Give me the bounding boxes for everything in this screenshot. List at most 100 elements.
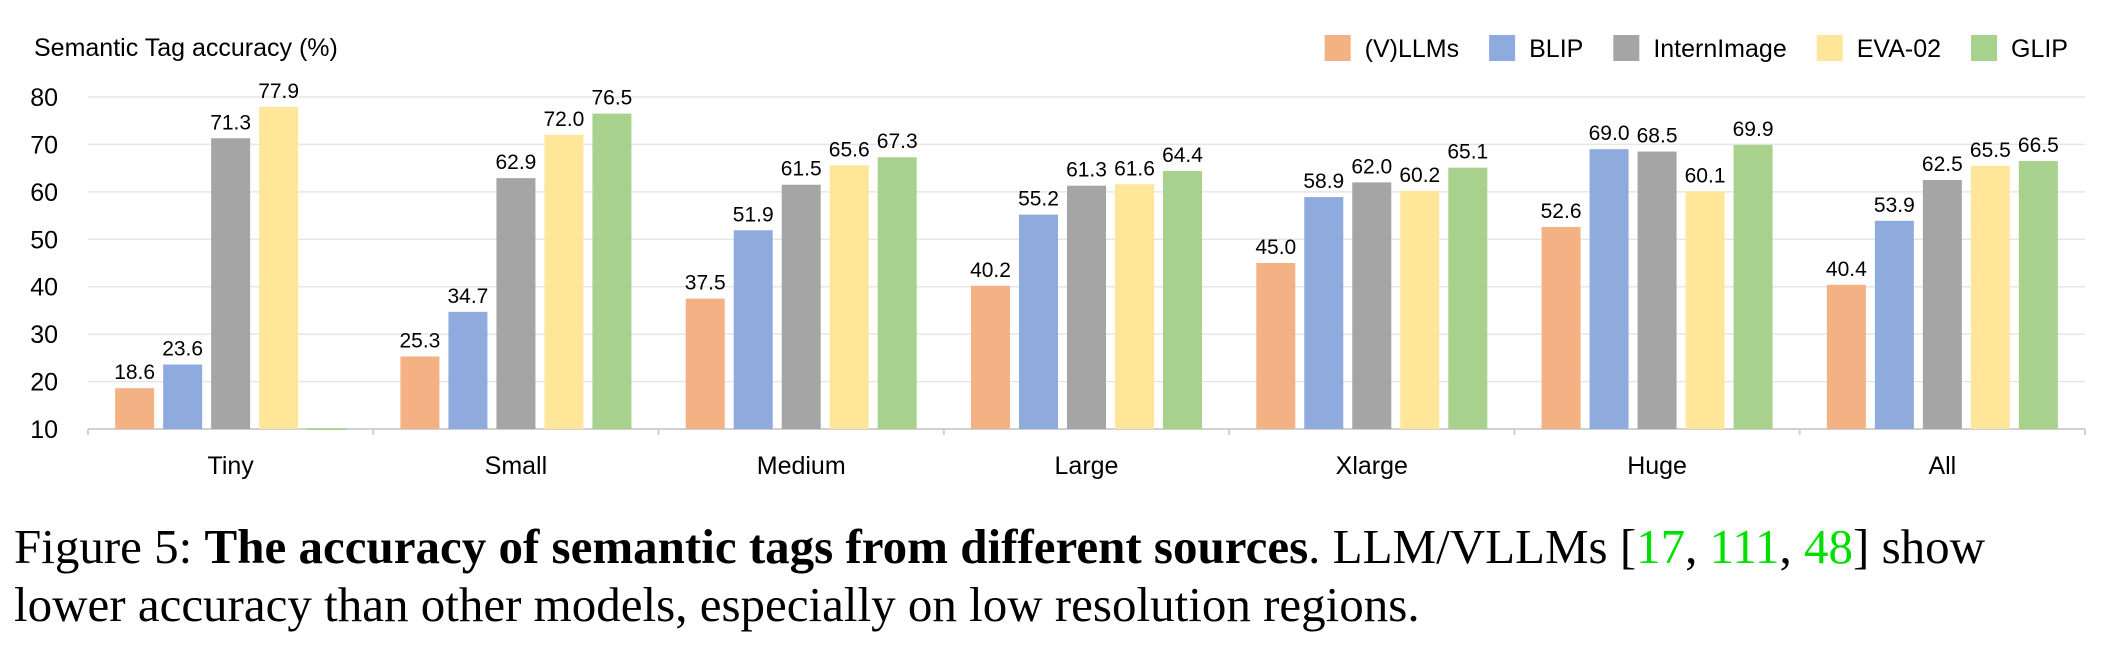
data-label: 55.2	[1018, 188, 1059, 211]
legend-label: InternImage	[1653, 35, 1786, 63]
data-label: 64.4	[1162, 144, 1203, 167]
bar-v-llms	[1256, 263, 1296, 429]
chart-legend: (V)LLMs BLIP InternImage EVA-02 GLIP	[1324, 35, 2068, 63]
data-label: 67.3	[877, 130, 918, 153]
reference-link[interactable]: 48	[1804, 519, 1854, 574]
caption-text-after-refs: ] show lower accuracy than other models,…	[14, 519, 1986, 632]
data-label: 60.1	[1685, 164, 1726, 187]
bar-glip	[877, 157, 917, 429]
bar-internimage	[1067, 185, 1106, 429]
legend-swatch	[1324, 35, 1351, 61]
caption-text-before-refs: . LLM/VLLMs [	[1308, 519, 1637, 574]
y-tick-label: 70	[30, 131, 58, 159]
data-label: 71.3	[210, 111, 251, 134]
data-label: 52.6	[1541, 200, 1582, 223]
data-label: 65.6	[829, 138, 870, 161]
y-tick-label: 60	[30, 179, 58, 207]
data-label: 51.9	[733, 203, 774, 226]
legend-label: GLIP	[2011, 35, 2068, 63]
bar-internimage	[496, 178, 536, 429]
bar-v-llms	[400, 356, 440, 429]
y-tick-label: 10	[30, 416, 58, 444]
semantic-tag-accuracy-chart: Semantic Tag accuracy (%) (V)LLMs BLIP Int…	[30, 34, 2086, 480]
x-tick-label: Huge	[1627, 452, 1687, 480]
legend-label: (V)LLMs	[1365, 35, 1459, 63]
data-label: 53.9	[1874, 194, 1915, 217]
bar-internimage	[1637, 151, 1677, 430]
reference-link[interactable]: 17	[1636, 519, 1686, 574]
y-tick-label: 20	[30, 369, 58, 397]
data-label: 69.9	[1733, 118, 1774, 141]
bar-glip	[1163, 170, 1202, 429]
bar-eva-02	[1400, 190, 1440, 429]
legend-swatch	[1613, 35, 1640, 61]
bar-blip	[1304, 197, 1344, 429]
bar-eva-02	[1970, 165, 2010, 429]
y-tick-label: 40	[30, 274, 58, 302]
bar-blip	[163, 364, 203, 429]
bar-v-llms	[971, 285, 1010, 429]
data-label: 65.1	[1447, 141, 1488, 164]
bar-v-llms	[685, 298, 725, 429]
data-label: 65.5	[1970, 139, 2011, 162]
y-axis-label: Semantic Tag accuracy (%)	[34, 34, 338, 62]
data-label: 40.2	[970, 259, 1011, 282]
data-label: 62.5	[1922, 153, 1963, 176]
data-label: 61.6	[1114, 157, 1155, 180]
y-tick-label: 50	[30, 226, 58, 254]
figure-label: Figure 5:	[14, 519, 193, 574]
bar-eva-02	[1115, 184, 1154, 429]
data-label: 68.5	[1637, 125, 1678, 148]
data-label: 23.6	[162, 337, 203, 360]
y-tick-label: 80	[30, 84, 58, 112]
bar-v-llms	[1541, 226, 1581, 429]
x-tick-label: All	[1928, 452, 1956, 480]
legend-swatch	[1971, 35, 1998, 61]
bar-blip	[733, 230, 773, 429]
bars: 18.6 23.6 71.3 77.9 25.3 34.7 62.9 72.0 76.5 37.5…	[114, 80, 2059, 431]
legend-label: BLIP	[1529, 35, 1583, 63]
bar-v-llms	[115, 388, 155, 429]
caption-bold-title: The accuracy of semantic tags from diffe…	[204, 519, 1309, 574]
data-label: 62.0	[1351, 155, 1392, 178]
bar-eva-02	[829, 165, 869, 429]
x-tick-label: Tiny	[207, 452, 254, 480]
bar-glip	[307, 428, 347, 431]
y-axis-ticks: 10 20 30 40 50 60 70 80	[30, 84, 58, 444]
x-tick-label: Large	[1055, 452, 1119, 480]
x-tick-label: Xlarge	[1336, 452, 1408, 480]
bar-eva-02	[259, 106, 299, 430]
data-label: 61.5	[781, 158, 822, 181]
bar-glip	[592, 113, 632, 429]
data-label: 72.0	[543, 108, 584, 131]
data-label: 40.4	[1826, 258, 1867, 281]
reference-link[interactable]: 111	[1709, 519, 1780, 574]
bar-eva-02	[544, 134, 584, 429]
bar-glip	[1733, 144, 1773, 429]
bar-internimage	[211, 138, 251, 429]
data-label: 76.5	[591, 87, 632, 110]
data-label: 45.0	[1255, 236, 1296, 259]
data-label: 77.9	[258, 80, 299, 103]
data-label: 18.6	[114, 361, 155, 384]
bar-blip	[1874, 220, 1914, 429]
x-axis-ticks: Tiny Small Medium Large Xlarge Huge All	[207, 452, 1956, 480]
data-label: 66.5	[2018, 134, 2059, 157]
x-tick-label: Small	[485, 452, 548, 480]
bar-blip	[1019, 214, 1058, 429]
data-label: 62.9	[495, 151, 536, 174]
legend-swatch	[1816, 35, 1843, 61]
data-label: 37.5	[685, 272, 726, 295]
bar-glip	[2018, 161, 2058, 429]
data-label: 58.9	[1303, 170, 1344, 193]
bar-internimage	[781, 184, 821, 429]
legend-swatch	[1489, 35, 1516, 61]
bar-internimage	[1352, 182, 1392, 429]
bar-blip	[1589, 149, 1629, 429]
data-label: 69.0	[1589, 122, 1630, 145]
figure-caption: Figure 5: The accuracy of semantic tags …	[14, 519, 1986, 632]
legend-label: EVA-02	[1857, 35, 1941, 63]
bar-eva-02	[1685, 191, 1725, 429]
data-label: 61.3	[1066, 159, 1107, 182]
data-label: 34.7	[447, 285, 488, 308]
